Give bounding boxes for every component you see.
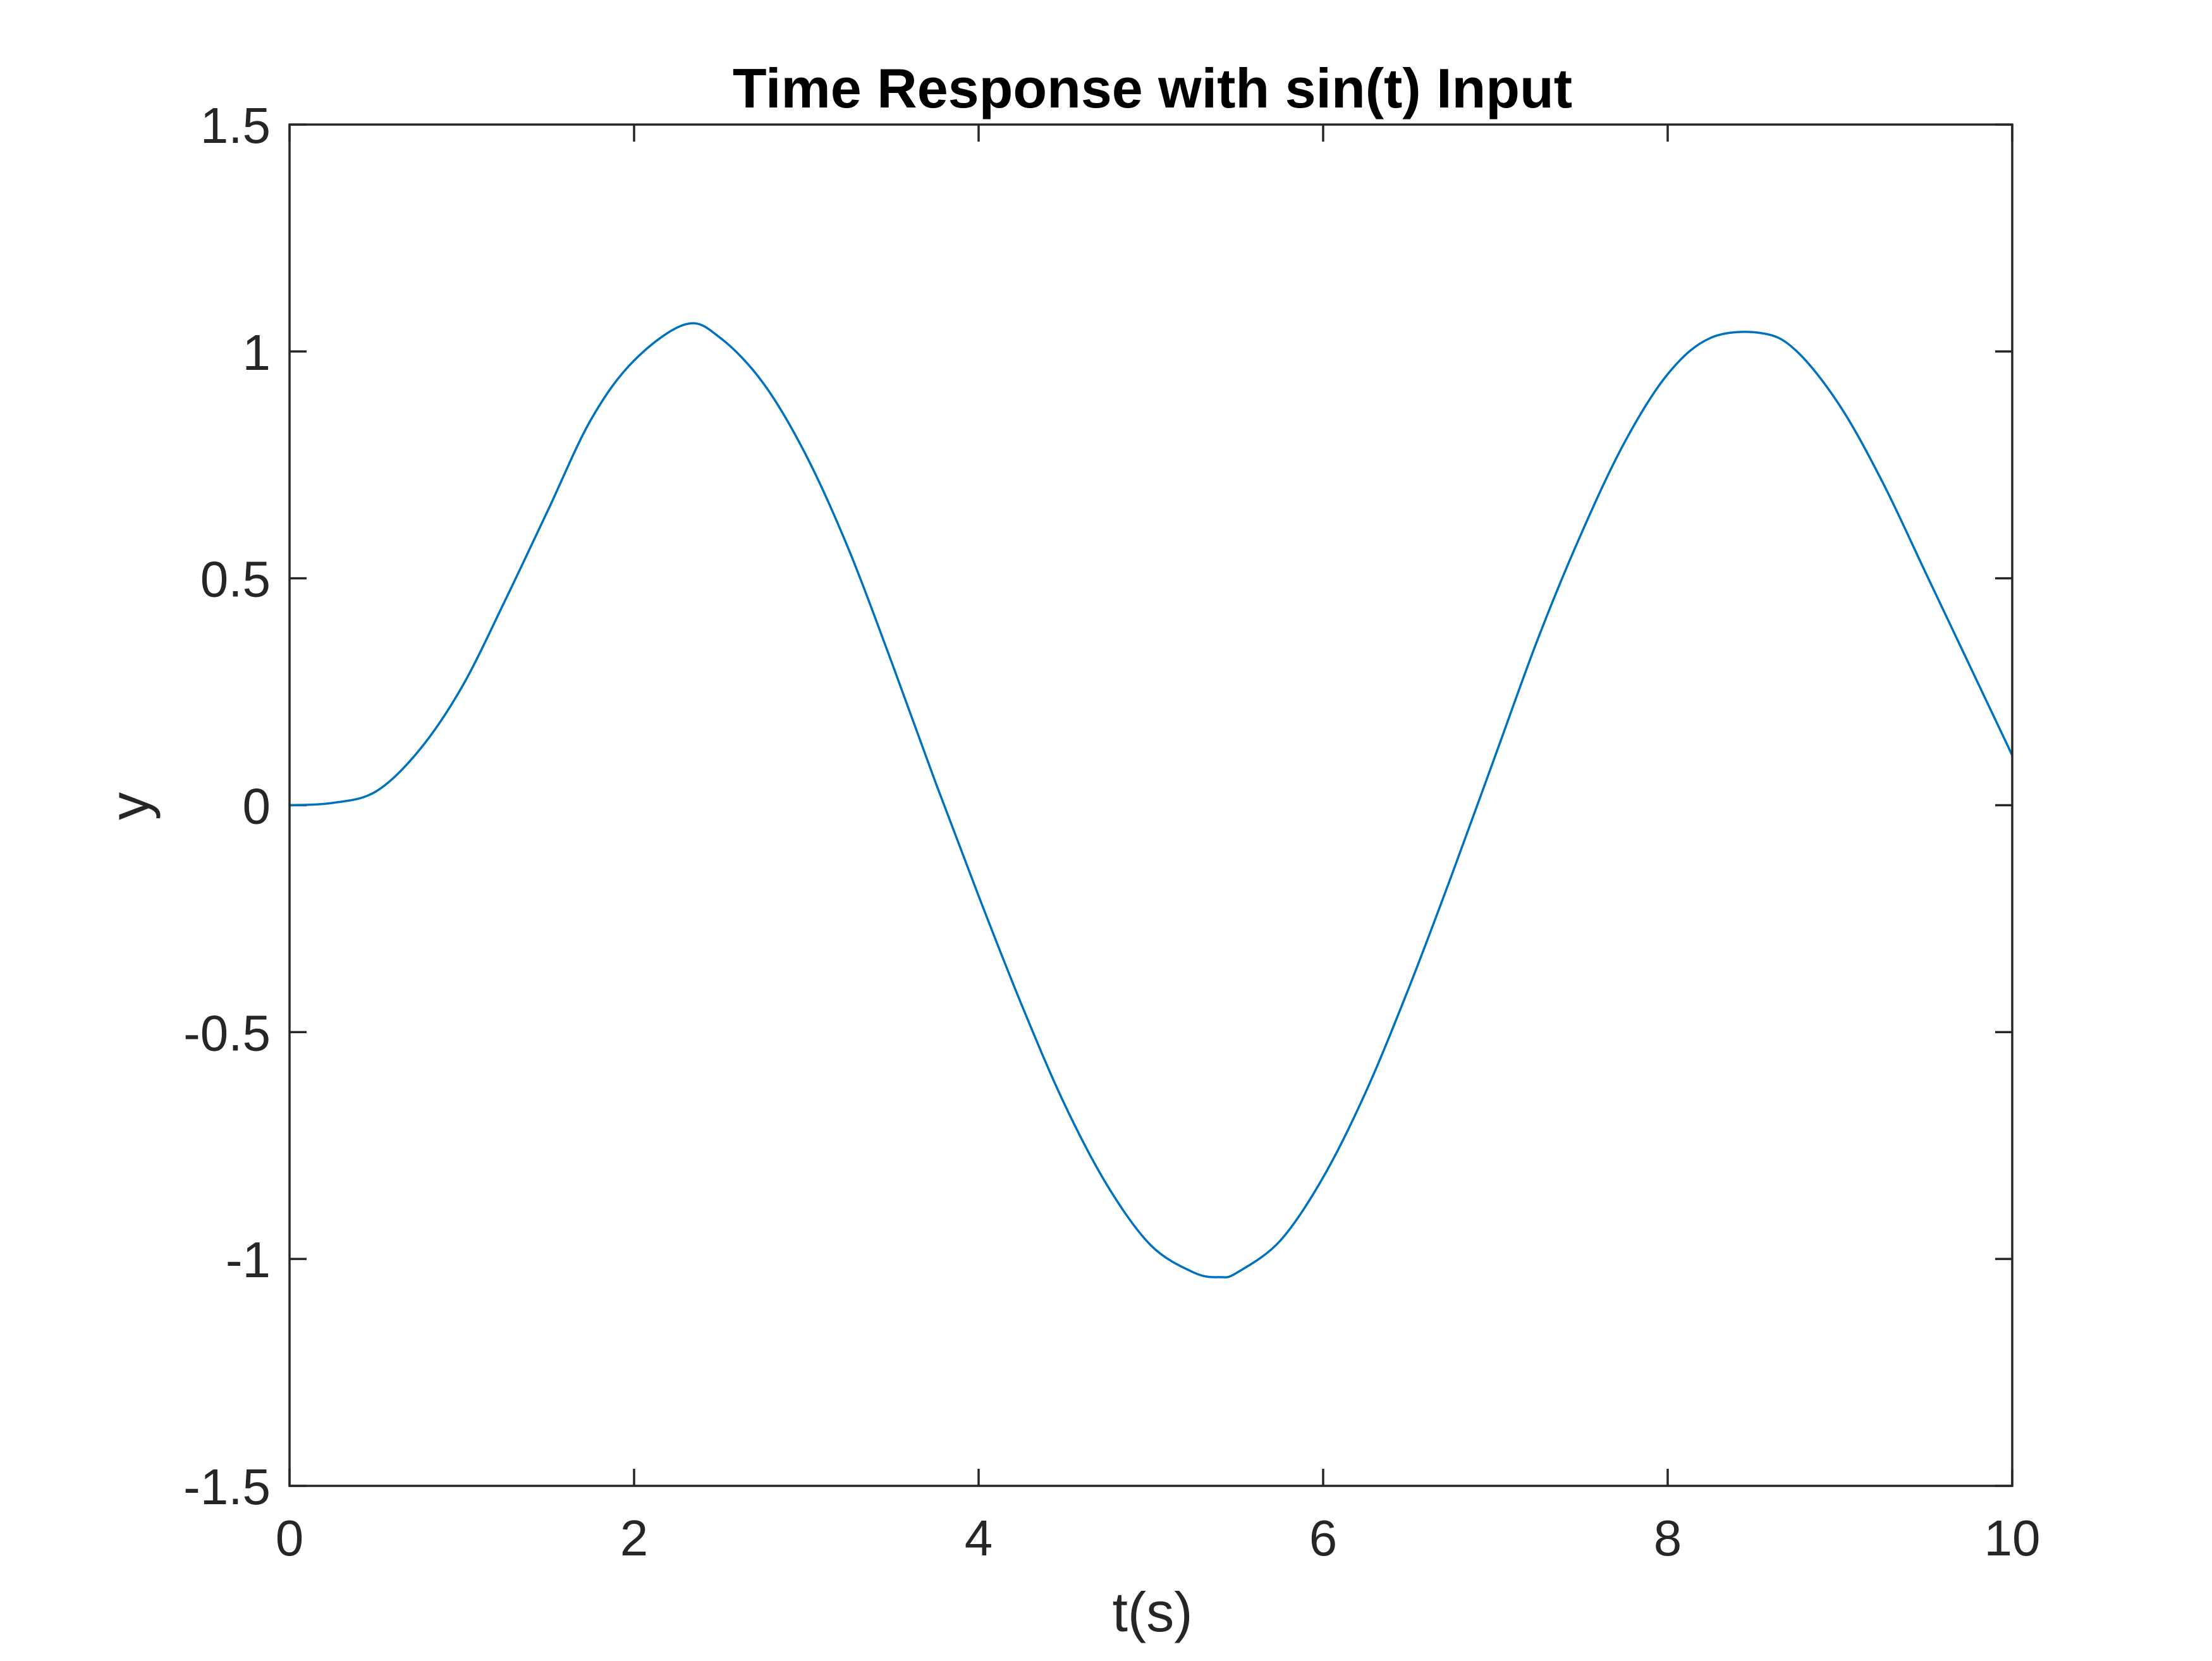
y-tick-label: 0 <box>243 778 271 835</box>
x-tick-label: 6 <box>1309 1510 1338 1566</box>
y-axis-ticks: -1.5 -1 -0.5 0 0.5 1 1.5 <box>183 97 2012 1515</box>
y-tick-label: 1 <box>243 324 271 381</box>
y-tick-label: -1.5 <box>183 1459 271 1515</box>
series-line <box>288 322 2013 1278</box>
y-axis-label: y <box>98 792 161 820</box>
x-tick-label: 8 <box>1654 1510 1682 1566</box>
y-tick-label: -0.5 <box>183 1005 271 1061</box>
axes-box <box>288 123 2013 1487</box>
y-tick-label: 0.5 <box>200 551 271 608</box>
x-tick-label: 4 <box>965 1510 993 1566</box>
x-tick-label: 2 <box>620 1510 649 1566</box>
y-tick-label: -1 <box>226 1232 271 1288</box>
x-tick-label: 0 <box>276 1510 304 1566</box>
y-tick-label: 1.5 <box>200 97 271 154</box>
x-axis-label: t(s) <box>1112 1581 1192 1643</box>
x-axis-ticks: 0 2 4 6 8 10 <box>276 125 2041 1566</box>
x-tick-label: 10 <box>1984 1510 2041 1566</box>
chart-title: Time Response with sin(t) Input <box>733 57 1572 120</box>
